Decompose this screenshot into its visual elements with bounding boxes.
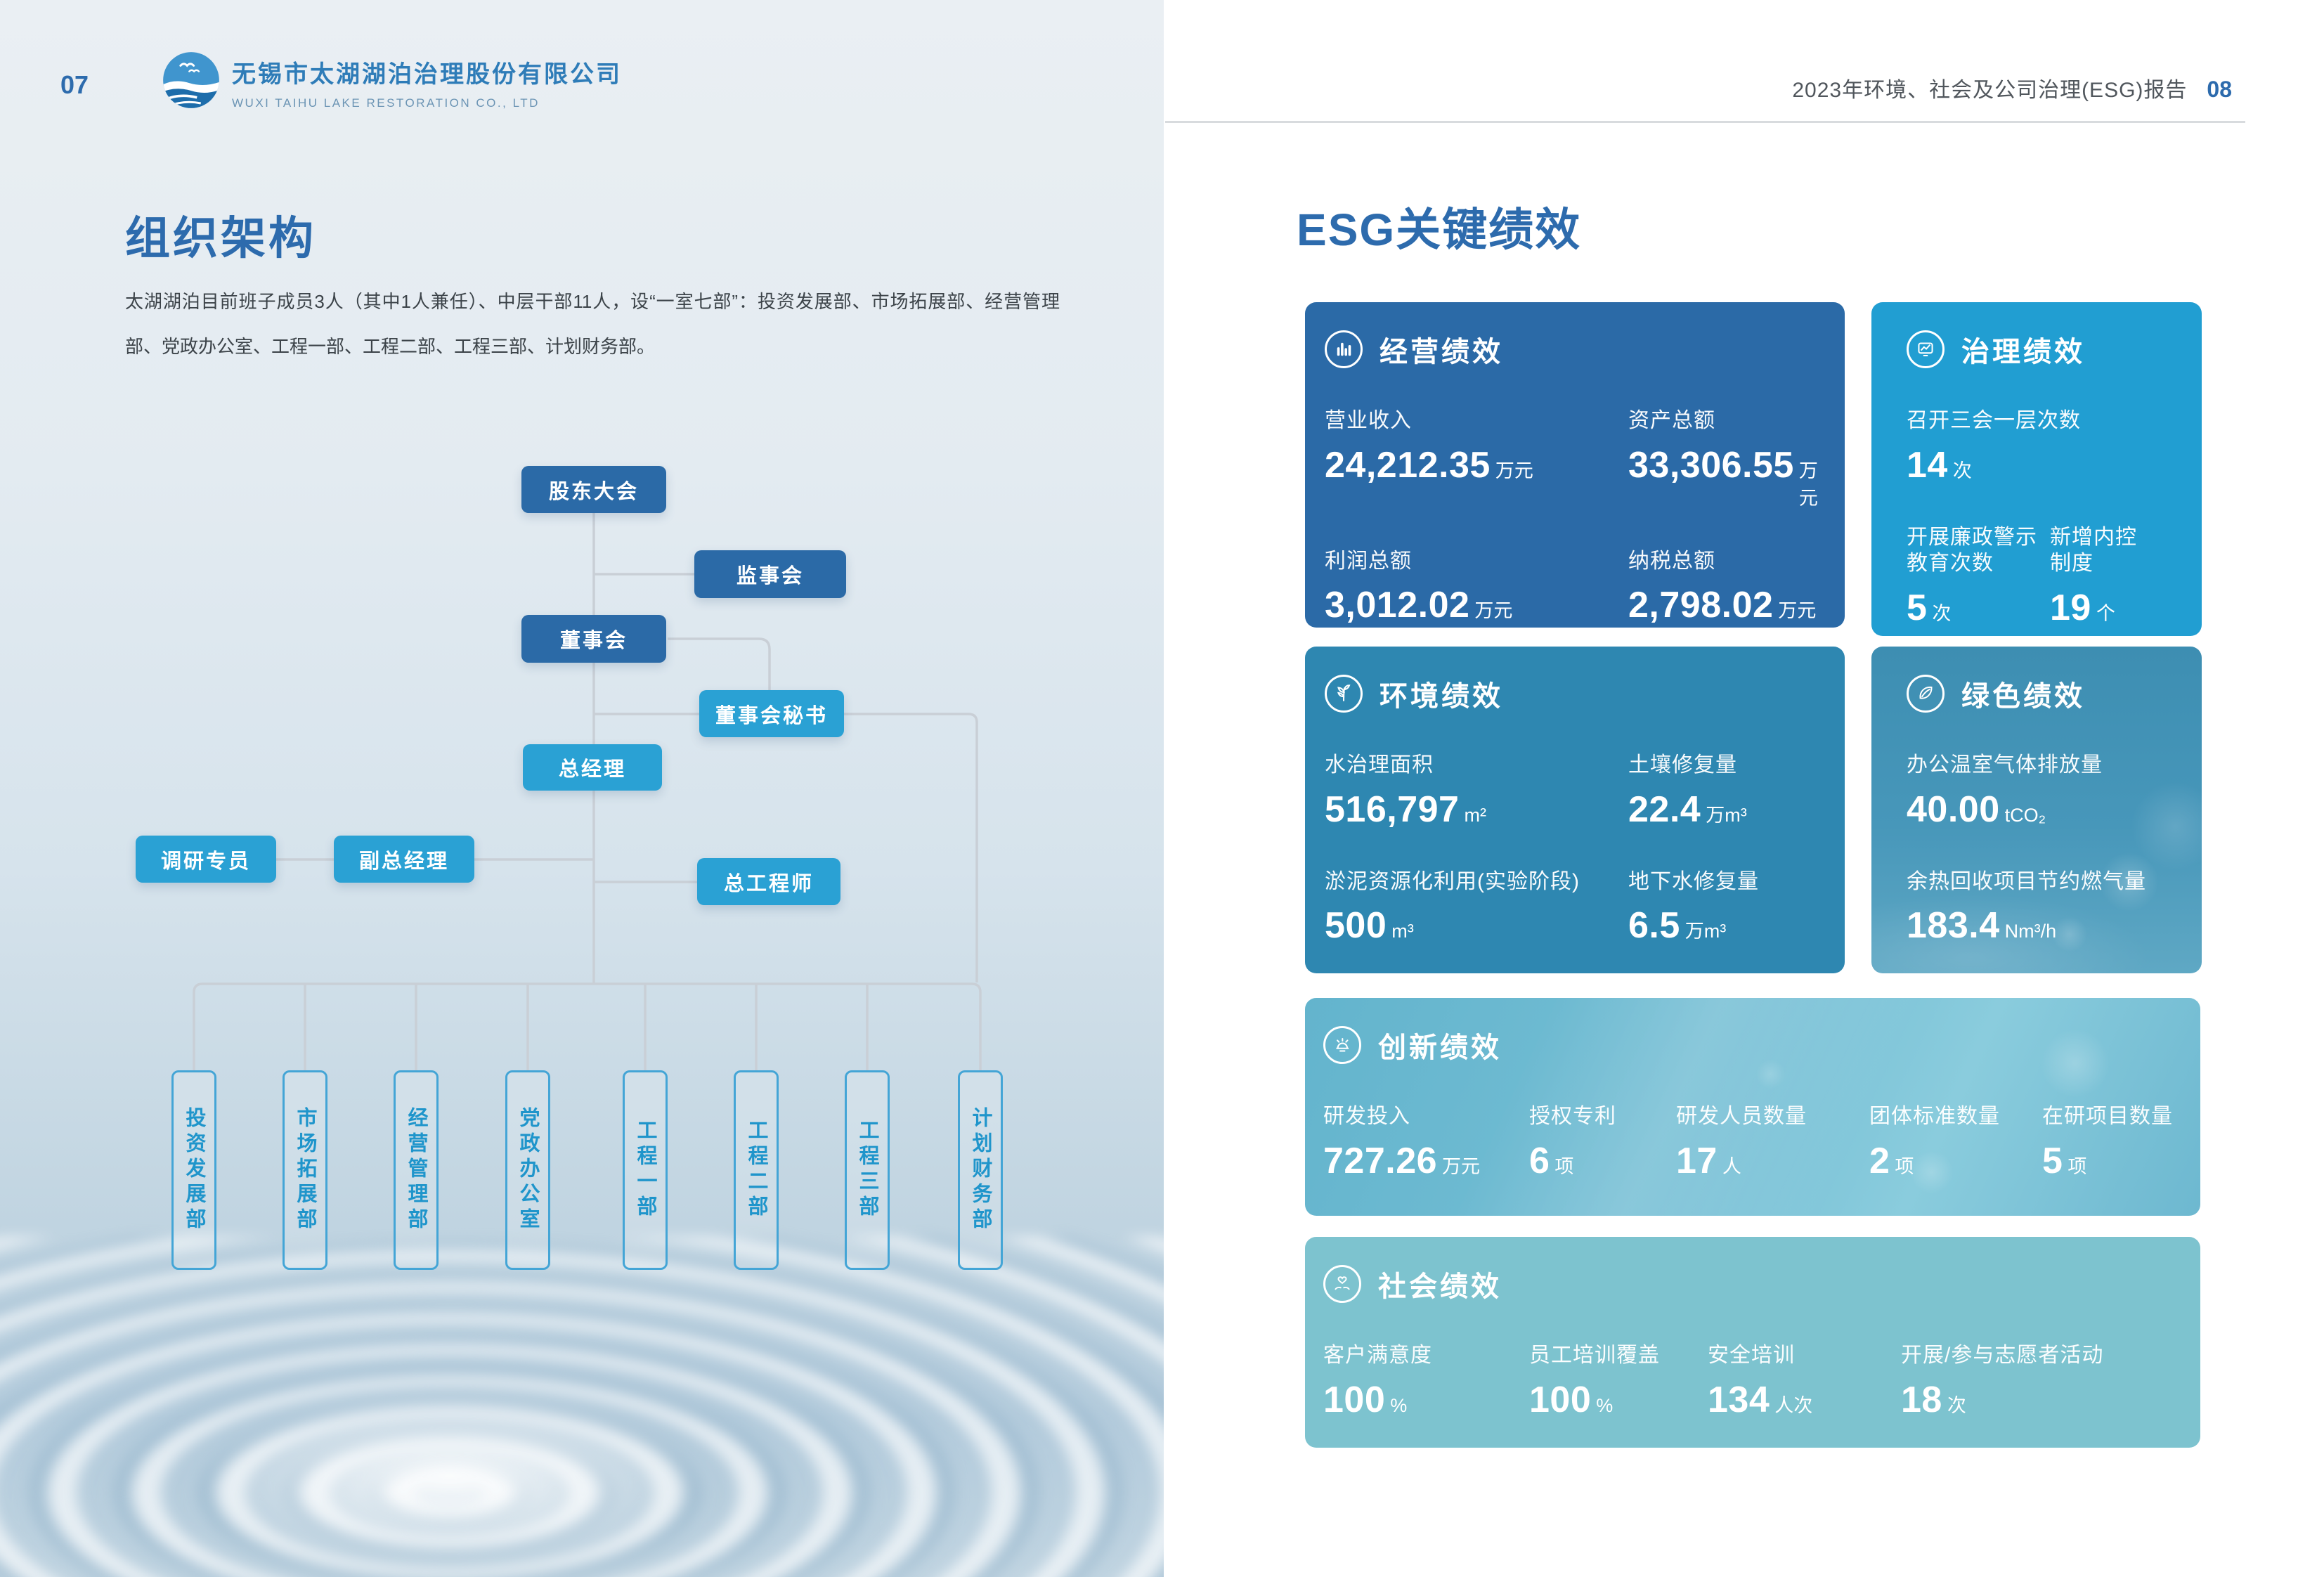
right-page-header: 2023年环境、社会及公司治理(ESG)报告 08 xyxy=(1792,72,2232,103)
org-node-research-specialist: 调研专员 xyxy=(136,836,276,883)
org-dept-engineering-2: 工程二部 xyxy=(734,1070,779,1270)
card-title: 经营绩效 xyxy=(1380,337,1503,368)
org-dept-party-admin-office: 党政办公室 xyxy=(505,1070,550,1270)
card-business-performance: 经营绩效 营业收入 24,212.35 万元 资产总额 33,306.55 万元 利… xyxy=(1305,302,1845,628)
metric-office-ghg-emissions: 办公温室气体排放量 40.00 tCO₂ xyxy=(1907,753,2103,830)
card-environmental-performance: 环境绩效 水治理面积 516,797 m² 土壤修复量 22.4 万m³ 淤泥资源化… xyxy=(1305,647,1845,973)
metric-safety-training: 安全培训 134 人次 xyxy=(1708,1344,1813,1420)
org-chart: 股东大会 监事会 董事会 董事会秘书 总经理 调研专员 副总经理 总工程师 投资… xyxy=(136,466,1003,1270)
org-dept-engineering-1: 工程一部 xyxy=(623,1070,668,1270)
org-node-supervisory-board: 监事会 xyxy=(694,550,846,598)
metric-groundwater-remediation: 地下水修复量 6.5 万m³ xyxy=(1628,869,1759,947)
bar-chart-icon xyxy=(1325,330,1363,368)
left-page-header: 07 无锡市太湖湖泊治理股份有限公司 WU xyxy=(0,0,1164,126)
card-title: 绿色绩效 xyxy=(1961,681,2085,712)
metric-total-profit: 利润总额 3,012.02 万元 xyxy=(1325,549,1513,626)
leaf-icon xyxy=(1907,675,1945,713)
org-dept-planning-finance: 计划财务部 xyxy=(958,1070,1003,1270)
company-name-cn: 无锡市太湖湖泊治理股份有限公司 xyxy=(232,61,622,88)
company-name-en: WUXI TAIHU LAKE RESTORATION CO., LTD xyxy=(232,96,540,110)
org-node-deputy-general-manager: 副总经理 xyxy=(334,836,474,883)
page-number-right: 08 xyxy=(2207,77,2232,102)
header-divider xyxy=(1165,121,2245,123)
metric-soil-remediation: 土壤修复量 22.4 万m³ xyxy=(1628,753,1747,830)
card-social-performance: 社会绩效 客户满意度 100% 员工培训覆盖 100% 安全培训 134 人次 xyxy=(1305,1237,2200,1448)
metric-customer-satisfaction: 客户满意度 100% xyxy=(1323,1344,1432,1420)
card-title: 环境绩效 xyxy=(1380,681,1503,712)
metric-rd-investment: 研发投入 727.26 万元 xyxy=(1323,1105,1481,1181)
hands-heart-icon xyxy=(1323,1265,1361,1303)
company-name-block: 无锡市太湖湖泊治理股份有限公司 WUXI TAIHU LAKE RESTORAT… xyxy=(232,55,622,110)
metric-revenue: 营业收入 24,212.35 万元 xyxy=(1325,409,1533,486)
org-node-chief-engineer: 总工程师 xyxy=(697,858,840,905)
org-node-board-secretary: 董事会秘书 xyxy=(699,690,844,737)
card-title: 创新绩效 xyxy=(1378,1032,1502,1063)
card-title: 治理绩效 xyxy=(1961,337,2085,368)
metric-gas-saved-heat-recovery: 余热回收项目节约燃气量 183.4 Nm³/h xyxy=(1907,869,2146,947)
org-dept-operations-management: 经营管理部 xyxy=(394,1070,439,1270)
report-header-title: 2023年环境、社会及公司治理(ESG)报告 xyxy=(1792,79,2188,102)
right-page-title: ESG关键绩效 xyxy=(1297,205,1582,255)
left-page-title: 组织架构 xyxy=(125,213,316,264)
metric-water-treatment-area: 水治理面积 516,797 m² xyxy=(1325,753,1486,830)
metric-volunteer-activities: 开展/参与志愿者活动 18 次 xyxy=(1901,1344,2104,1420)
metric-sludge-recycling: 淤泥资源化利用(实验阶段) 500 m³ xyxy=(1325,869,1580,947)
metric-meetings-held: 召开三会一层次数 14 次 xyxy=(1907,409,2081,486)
org-dept-engineering-3: 工程三部 xyxy=(845,1070,890,1270)
card-green-performance: 绿色绩效 办公温室气体排放量 40.00 tCO₂ 余热回收项目节约燃气量 183… xyxy=(1871,647,2202,973)
metric-total-assets: 资产总额 33,306.55 万元 xyxy=(1628,409,1818,509)
org-intro-paragraph: 太湖湖泊目前班子成员3人（其中1人兼任）、中层干部11人，设“一室七部”：投资发… xyxy=(125,291,1060,357)
plant-icon xyxy=(1325,675,1363,713)
metric-total-tax: 纳税总额 2,798.02 万元 xyxy=(1628,549,1817,626)
innovation-lamp-icon xyxy=(1323,1026,1361,1064)
metric-new-internal-controls: 新增内控 制度 19 个 xyxy=(2050,525,2137,628)
org-dept-market-expansion: 市场拓展部 xyxy=(283,1070,327,1270)
monitor-chart-icon xyxy=(1907,330,1945,368)
water-ripple-image xyxy=(0,1237,1164,1577)
right-page: 2023年环境、社会及公司治理(ESG)报告 08 ESG关键绩效 经营绩效 营… xyxy=(1164,0,2324,1577)
left-page: 07 无锡市太湖湖泊治理股份有限公司 WU xyxy=(0,0,1164,1577)
org-node-general-manager: 总经理 xyxy=(523,744,662,791)
metric-rd-staff: 研发人员数量 17 人 xyxy=(1676,1105,1807,1181)
company-logo-icon xyxy=(160,49,222,111)
org-node-board-of-directors: 董事会 xyxy=(521,615,666,663)
org-dept-investment-development: 投资发展部 xyxy=(171,1070,216,1270)
page-number-left: 07 xyxy=(60,70,89,99)
metric-training-coverage: 员工培训覆盖 100% xyxy=(1529,1344,1660,1420)
org-node-shareholders-meeting: 股东大会 xyxy=(521,466,666,513)
card-title: 社会绩效 xyxy=(1378,1271,1502,1302)
